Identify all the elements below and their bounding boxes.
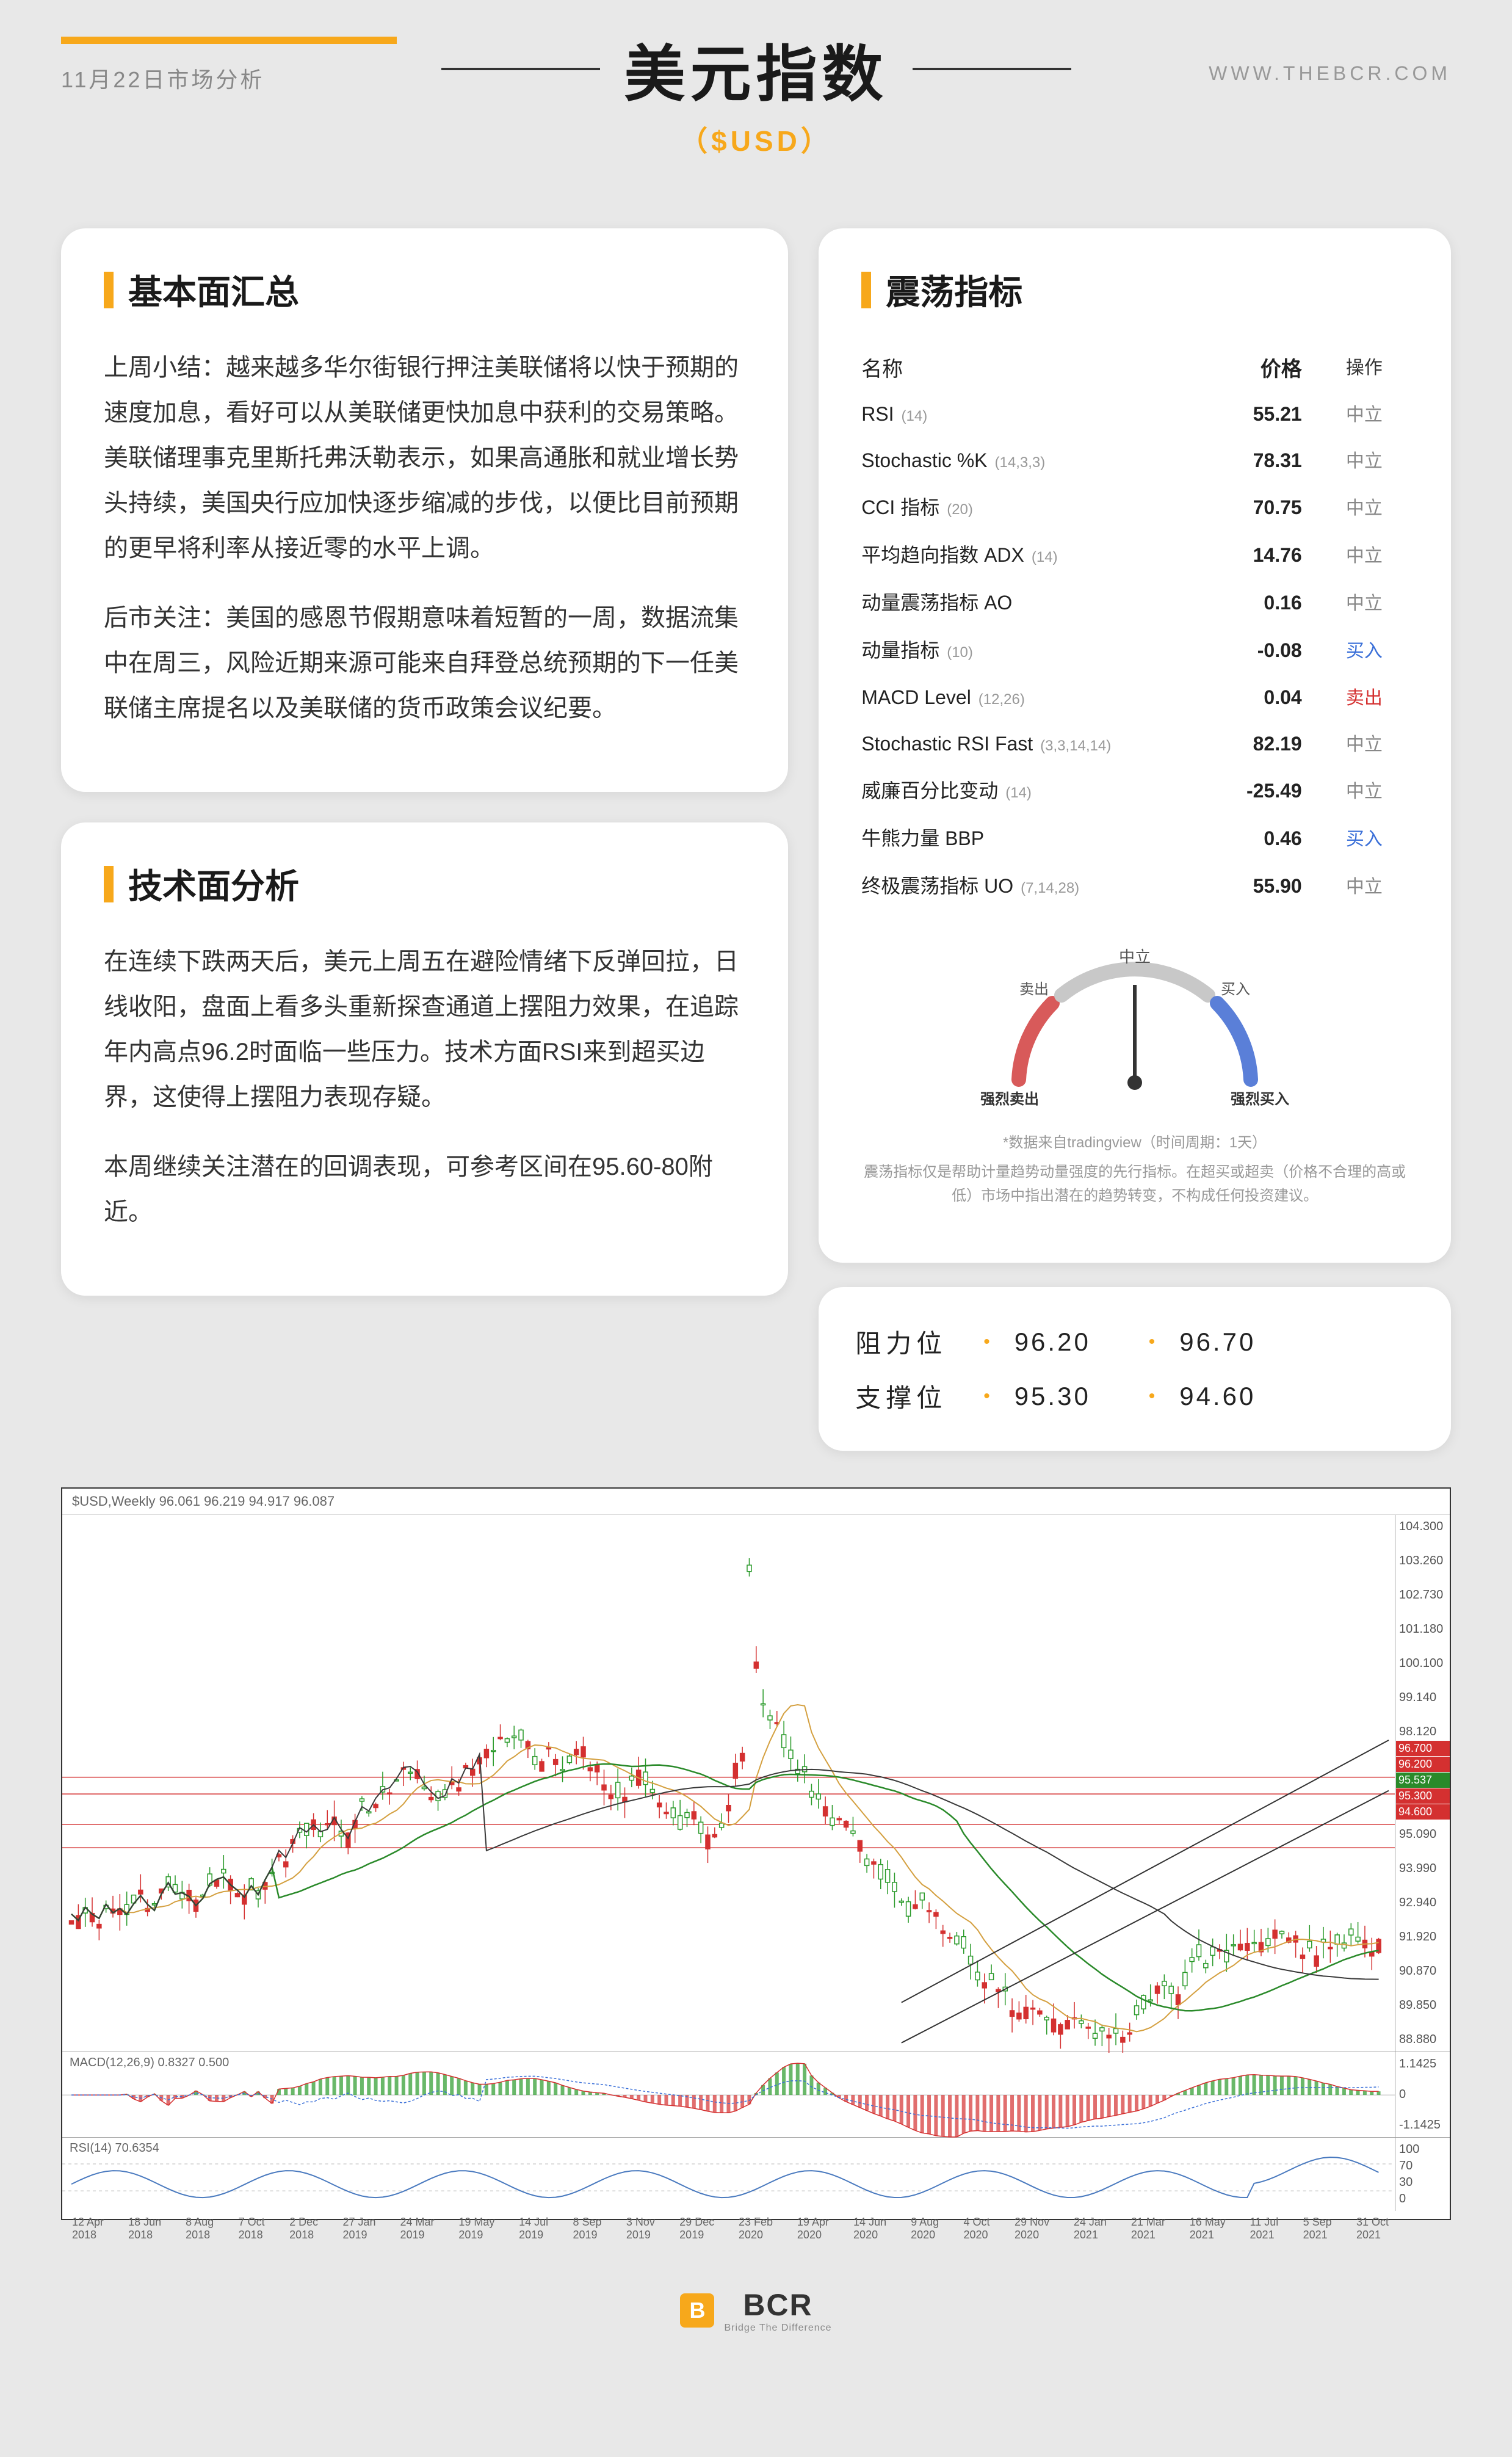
oscillator-row: RSI(14)55.21中立 [861, 390, 1408, 436]
price-chart: $USD,Weekly 96.061 96.219 94.917 96.087 … [61, 1487, 1451, 2220]
technical-p2: 本周继续关注潜在的回调表现，可参考区间在95.60-80附近。 [104, 1144, 745, 1235]
oscillator-row: 牛熊力量 BBP0.46买入 [861, 813, 1408, 861]
oscillator-row: 威廉百分比变动(14)-25.49中立 [861, 766, 1408, 813]
header-accent-bar [61, 37, 397, 44]
support-label: 支撑位 [855, 1377, 959, 1415]
oscillator-row: Stochastic %K(14,3,3)78.31中立 [861, 436, 1408, 482]
oscillator-row: 动量震荡指标 AO0.16中立 [861, 578, 1408, 625]
oscillator-row: 终极震荡指标 UO(7,14,28)55.90中立 [861, 861, 1408, 909]
ticker-subtitle: （$USD） [441, 119, 1071, 159]
oscillators-card: 震荡指标 名称 价格 操作 RSI(14)55.21中立Stochastic %… [819, 228, 1451, 1263]
oscillator-row: MACD Level(12,26)0.04卖出 [861, 673, 1408, 719]
fundamentals-title: 基本面汇总 [128, 265, 299, 314]
col-price: 价格 [1184, 352, 1320, 382]
support-1: 95.30 [1015, 1382, 1124, 1411]
brand-tagline: Bridge The Difference [724, 2323, 831, 2334]
col-name: 名称 [861, 352, 1184, 382]
svg-text:卖出: 卖出 [1019, 981, 1049, 998]
page-header: 11月22日市场分析 WWW.THEBCR.COM 美元指数 （$USD） [0, 0, 1512, 118]
sentiment-gauge: 中立 卖出 买入 强烈卖出 强烈买入 *数据来自tradingview（时间周期… [861, 939, 1408, 1208]
title-block: 美元指数 （$USD） [441, 24, 1071, 159]
svg-text:买入: 买入 [1221, 981, 1250, 998]
oscillators-table: 名称 价格 操作 RSI(14)55.21中立Stochastic %K(14,… [861, 345, 1408, 909]
fundamentals-p2: 后市关注：美国的感恩节假期意味着短暂的一周，数据流集中在周三，风险近期来源可能来… [104, 595, 745, 731]
svg-text:强烈买入: 强烈买入 [1231, 1091, 1289, 1108]
logo-icon: B [680, 2293, 714, 2328]
oscillators-title: 震荡指标 [886, 265, 1022, 314]
oscillator-row: 动量指标(10)-0.08买入 [861, 625, 1408, 673]
chart-ticker-info: $USD,Weekly 96.061 96.219 94.917 96.087 [62, 1489, 1450, 1515]
levels-card: 阻力位 • 96.20 • 96.70 支撑位 • 95.30 • 94.60 [819, 1287, 1451, 1451]
fundamentals-p1: 上周小结：越来越多华尔街银行押注美联储将以快于预期的速度加息，看好可以从美联储更… [104, 345, 745, 571]
technical-title: 技术面分析 [128, 859, 299, 909]
resistance-2: 96.70 [1179, 1327, 1289, 1357]
page-footer: B BCR Bridge The Difference [0, 2257, 1512, 2383]
gauge-note2: 震荡指标仅是帮助计量趋势动量强度的先行指标。在超买或超卖（价格不合理的高或低）市… [861, 1161, 1408, 1208]
fundamentals-card: 基本面汇总 上周小结：越来越多华尔街银行押注美联储将以快于预期的速度加息，看好可… [61, 228, 788, 792]
resistance-label: 阻力位 [855, 1323, 959, 1360]
svg-text:中立: 中立 [1119, 948, 1151, 966]
svg-text:强烈卖出: 强烈卖出 [980, 1091, 1039, 1108]
technical-p1: 在连续下跌两天后，美元上周五在避险情绪下反弹回拉，日线收阳，盘面上看多头重新探查… [104, 939, 745, 1120]
analysis-date: 11月22日市场分析 [61, 62, 264, 94]
resistance-1: 96.20 [1015, 1327, 1124, 1357]
support-2: 94.60 [1179, 1382, 1289, 1411]
oscillator-row: CCI 指标(20)70.75中立 [861, 482, 1408, 530]
gauge-note1: *数据来自tradingview（时间周期：1天） [861, 1131, 1408, 1155]
col-action: 操作 [1320, 352, 1408, 382]
technical-card: 技术面分析 在连续下跌两天后，美元上周五在避险情绪下反弹回拉，日线收阳，盘面上看… [61, 822, 788, 1296]
site-url: WWW.THEBCR.COM [1209, 62, 1451, 85]
main-title: 美元指数 [624, 24, 888, 113]
oscillator-row: 平均趋向指数 ADX(14)14.76中立 [861, 530, 1408, 578]
brand-name: BCR [724, 2287, 831, 2323]
oscillator-row: Stochastic RSI Fast(3,3,14,14)82.19中立 [861, 719, 1408, 766]
